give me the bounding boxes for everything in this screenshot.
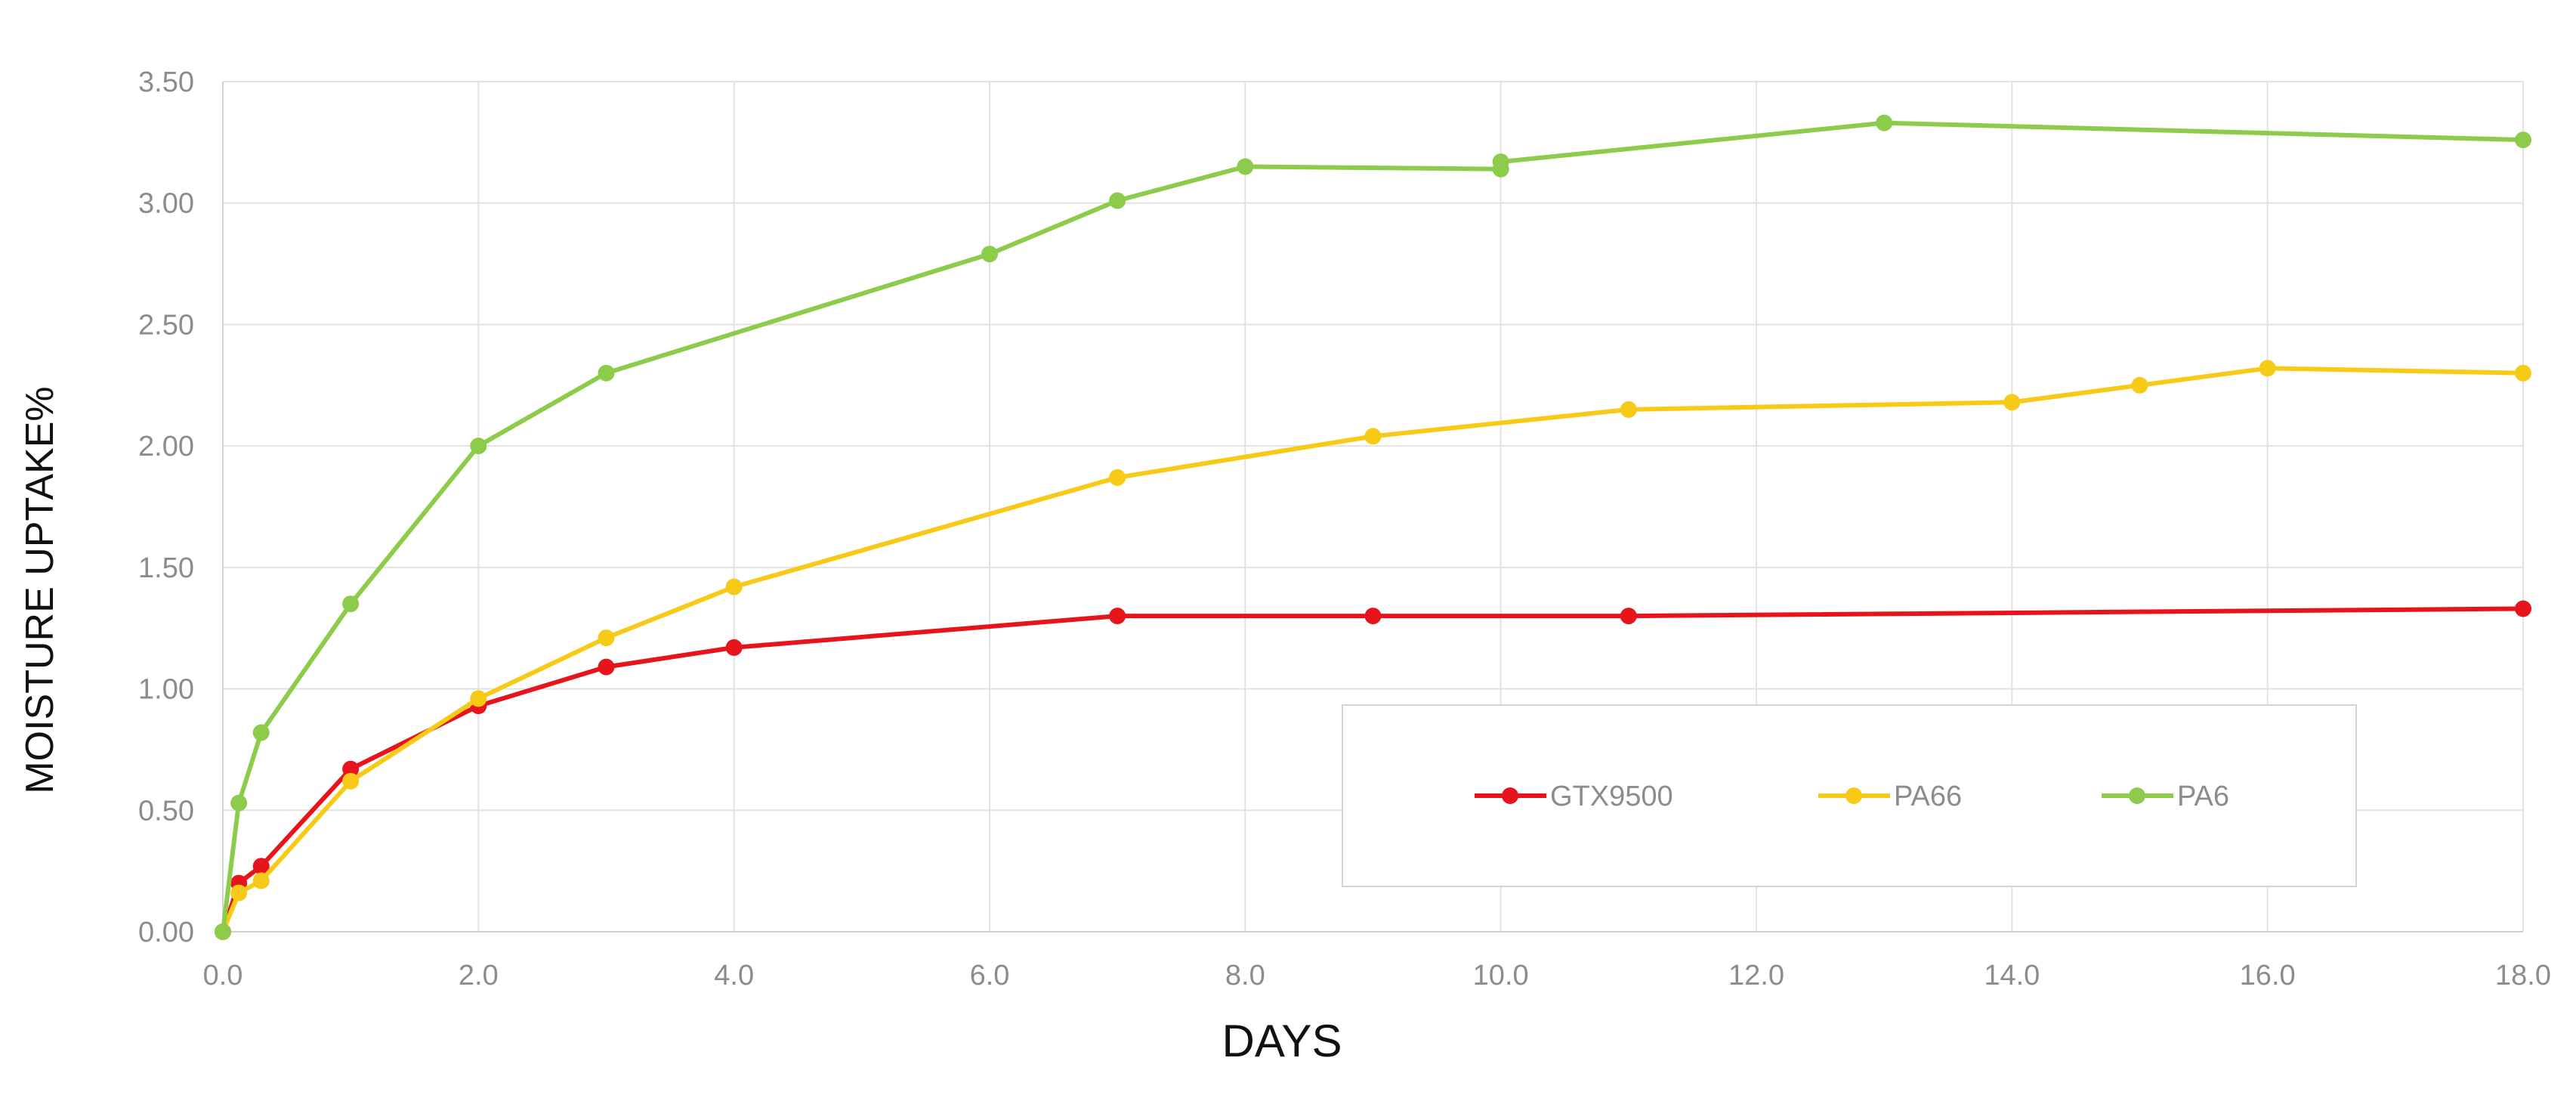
- y-tick-label: 0.00: [138, 917, 194, 948]
- data-point: [1364, 608, 1382, 625]
- x-axis-title: DAYS: [1222, 1016, 1342, 1066]
- data-point: [1364, 428, 1382, 445]
- data-point: [230, 794, 248, 812]
- data-point: [342, 595, 360, 613]
- y-tick-label: 2.00: [138, 431, 194, 462]
- data-point: [981, 246, 998, 263]
- data-point: [342, 772, 360, 790]
- y-axis-title: MOISTURE UPTAKE%: [18, 386, 62, 793]
- data-point: [598, 364, 615, 382]
- data-point: [470, 690, 487, 707]
- data-point: [1876, 114, 1893, 131]
- series-pa6: [215, 114, 2531, 940]
- data-point: [252, 872, 270, 889]
- axes: [222, 82, 2523, 933]
- data-point: [1109, 469, 1126, 486]
- data-point: [1109, 608, 1126, 625]
- legend-swatch-marker: [2129, 787, 2145, 804]
- data-point: [1492, 153, 1509, 171]
- data-point: [725, 639, 743, 656]
- x-tick-label: 0.0: [203, 960, 243, 991]
- x-tick-label: 4.0: [714, 960, 754, 991]
- y-tick-labels: 0.00 0.50 1.00 1.50 2.00 2.50 3.00 3.50: [138, 66, 194, 948]
- data-point: [215, 923, 231, 940]
- data-point: [2131, 376, 2148, 394]
- x-tick-labels: 0.0 2.0 4.0 6.0 8.0 10.0 12.0 14.0 16.0 18.0: [203, 960, 2551, 991]
- x-tick-label: 18.0: [2495, 960, 2551, 991]
- x-tick-label: 16.0: [2240, 960, 2296, 991]
- data-point: [252, 724, 270, 741]
- x-tick-label: 6.0: [970, 960, 1010, 991]
- data-point: [1620, 401, 1637, 418]
- y-tick-label: 2.50: [138, 309, 194, 341]
- data-point: [230, 884, 248, 902]
- x-tick-label: 2.0: [459, 960, 499, 991]
- y-tick-label: 1.00: [138, 674, 194, 706]
- data-point: [2003, 394, 2021, 411]
- legend-label: PA66: [1894, 781, 1962, 812]
- data-point: [2515, 600, 2531, 617]
- data-point: [2515, 131, 2531, 149]
- x-tick-label: 8.0: [1225, 960, 1265, 991]
- x-tick-label: 14.0: [1984, 960, 2040, 991]
- data-point: [598, 658, 615, 676]
- data-point: [342, 760, 360, 778]
- data-point: [1109, 192, 1126, 209]
- legend-swatch-marker: [1502, 787, 1518, 804]
- data-point: [1620, 608, 1637, 625]
- legend-label: GTX9500: [1550, 781, 1673, 812]
- series-group: [215, 114, 2531, 940]
- x-tick-label: 10.0: [1473, 960, 1529, 991]
- data-point: [252, 858, 270, 875]
- data-point: [598, 629, 615, 647]
- data-point: [2515, 364, 2531, 382]
- legend: GTX9500 PA66 PA6: [1342, 704, 2357, 887]
- data-point: [1237, 158, 1254, 175]
- data-point: [2259, 360, 2276, 377]
- x-tick-label: 12.0: [1728, 960, 1784, 991]
- y-tick-label: 3.00: [138, 188, 194, 220]
- series-line: [221, 366, 2525, 934]
- legend-label: PA6: [2177, 781, 2229, 812]
- y-tick-label: 1.50: [138, 552, 194, 584]
- y-tick-label: 3.50: [138, 66, 194, 98]
- data-point: [470, 438, 487, 455]
- y-tick-label: 0.50: [138, 795, 194, 827]
- data-point: [725, 578, 743, 595]
- legend-swatch-marker: [1846, 787, 1862, 804]
